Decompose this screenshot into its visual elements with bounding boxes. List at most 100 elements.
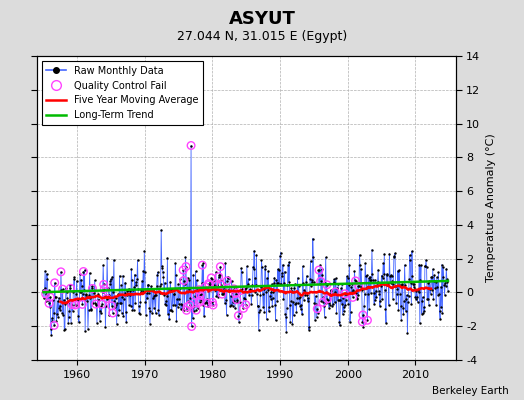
Point [293, 274, 302, 281]
Point [47, 332, 56, 338]
Point [307, 258, 315, 264]
Point [139, 289, 148, 296]
Point [190, 303, 199, 310]
Point [354, 282, 362, 289]
Point [314, 267, 323, 273]
Point [68, 297, 76, 303]
Point [214, 294, 222, 300]
Point [105, 312, 114, 318]
Point [263, 316, 271, 322]
Point [77, 288, 85, 295]
Point [127, 266, 136, 272]
Point [124, 286, 133, 292]
Point [155, 290, 163, 296]
Point [324, 300, 333, 306]
Point [150, 293, 159, 300]
Point [137, 289, 145, 295]
Point [384, 280, 392, 286]
Point [76, 271, 84, 277]
Point [440, 282, 448, 288]
Point [157, 281, 165, 287]
Point [289, 299, 297, 306]
Point [266, 293, 274, 300]
Point [434, 292, 442, 298]
Point [411, 294, 420, 300]
Point [49, 310, 58, 316]
Point [240, 294, 248, 301]
Point [167, 307, 176, 314]
Point [435, 308, 444, 314]
Point [393, 286, 401, 292]
Point [424, 280, 432, 286]
Point [237, 265, 245, 272]
Point [430, 272, 439, 278]
Point [259, 285, 268, 292]
Point [336, 296, 345, 303]
Point [42, 298, 50, 304]
Point [416, 320, 424, 326]
Point [107, 303, 116, 309]
Point [410, 281, 418, 287]
Point [200, 312, 208, 319]
Point [43, 276, 51, 282]
Point [295, 295, 303, 301]
Point [352, 278, 360, 284]
Point [298, 311, 306, 318]
Point [300, 296, 308, 303]
Point [57, 287, 66, 294]
Point [435, 290, 443, 297]
Point [148, 310, 156, 316]
Y-axis label: Temperature Anomaly (°C): Temperature Anomaly (°C) [486, 134, 496, 282]
Point [102, 303, 110, 309]
Point [183, 304, 191, 310]
Point [103, 285, 112, 291]
Point [360, 303, 368, 309]
Point [330, 279, 338, 285]
Point [242, 302, 250, 308]
Point [206, 282, 215, 288]
Point [263, 275, 271, 282]
Point [185, 302, 194, 308]
Point [366, 276, 375, 283]
Point [101, 292, 109, 299]
Point [233, 296, 241, 303]
Point [88, 285, 96, 292]
Point [166, 278, 174, 285]
Point [216, 264, 225, 270]
Point [257, 257, 266, 264]
Point [222, 297, 230, 303]
Point [182, 263, 190, 270]
Point [379, 271, 388, 277]
Point [187, 142, 195, 149]
Point [401, 308, 410, 314]
Point [241, 296, 249, 302]
Point [355, 252, 364, 258]
Point [203, 300, 212, 306]
Point [189, 315, 197, 321]
Point [245, 292, 253, 298]
Point [50, 280, 59, 286]
Text: ASYUT: ASYUT [228, 10, 296, 28]
Point [202, 284, 210, 290]
Point [237, 268, 246, 275]
Point [149, 287, 158, 293]
Point [101, 324, 110, 330]
Point [406, 252, 414, 258]
Point [108, 310, 117, 316]
Point [118, 294, 126, 301]
Point [271, 317, 280, 324]
Point [106, 280, 114, 287]
Point [124, 287, 132, 294]
Point [160, 280, 169, 286]
Point [428, 286, 436, 293]
Point [352, 290, 361, 296]
Point [372, 294, 380, 300]
Point [420, 304, 428, 310]
Point [72, 291, 80, 298]
Point [125, 292, 134, 298]
Point [69, 288, 78, 295]
Point [79, 268, 88, 275]
Point [289, 312, 298, 318]
Point [161, 300, 169, 307]
Point [182, 307, 191, 314]
